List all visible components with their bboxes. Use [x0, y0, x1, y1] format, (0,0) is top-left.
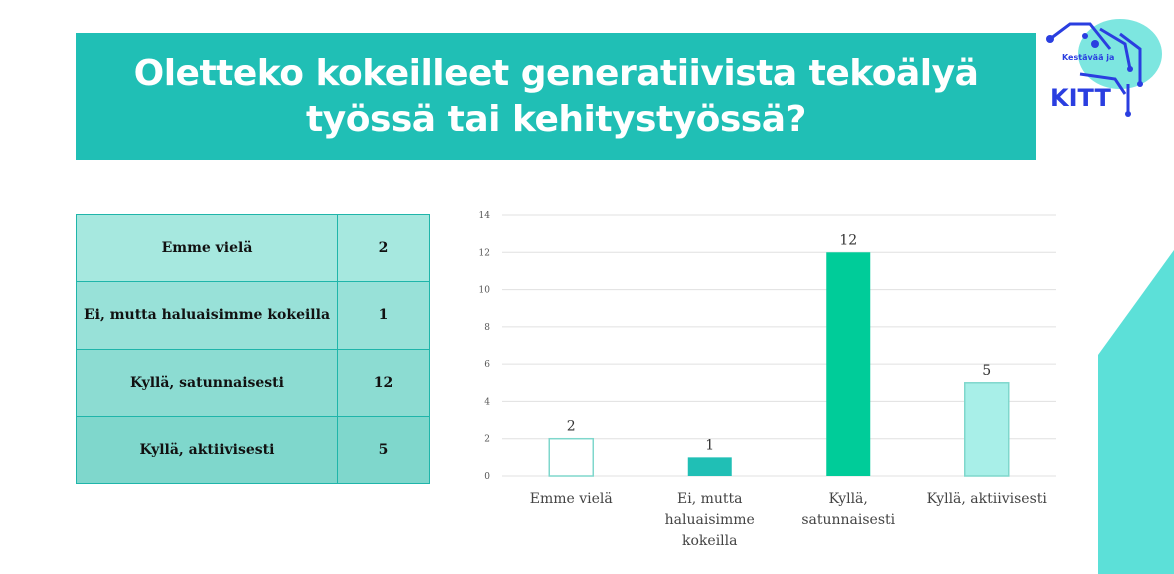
data-label: 12	[839, 232, 857, 248]
y-tick-label: 0	[484, 472, 490, 482]
bar	[548, 437, 594, 477]
y-tick-label: 10	[479, 286, 491, 296]
table-row: Ei, mutta haluaisimme kokeilla 1	[76, 281, 430, 350]
data-label: 2	[567, 419, 576, 435]
data-label: 5	[982, 363, 991, 379]
y-tick-label: 12	[479, 248, 490, 258]
title-line-2: työssä tai kehitystyössä?	[306, 98, 806, 140]
svg-text:Kestävää ja: Kestävää ja	[1062, 53, 1114, 62]
title-line-1: Oletteko kokeilleet generatiivista tekoä…	[133, 52, 979, 94]
row-value: 2	[337, 213, 430, 283]
x-tick-label: Ei, mutta	[677, 491, 743, 507]
x-tick-label: Kyllä,	[829, 491, 868, 507]
title-banner: Oletteko kokeilleet generatiivista tekoä…	[76, 33, 1036, 160]
svg-text:KITT: KITT	[1050, 84, 1111, 112]
row-value: 1	[337, 281, 430, 350]
kitt-logo: Kestävää ja KITT	[1046, 19, 1162, 117]
y-tick-label: 6	[484, 360, 490, 370]
y-tick-label: 4	[484, 397, 490, 407]
y-tick-label: 14	[479, 211, 491, 221]
y-tick-label: 8	[484, 323, 490, 333]
bar	[964, 382, 1010, 477]
row-label: Ei, mutta haluaisimme kokeilla	[76, 281, 338, 350]
bar	[687, 457, 732, 476]
row-value: 5	[337, 415, 430, 485]
x-tick-label: Kyllä, aktiivisesti	[927, 491, 1048, 507]
page-title: Oletteko kokeilleet generatiivista tekoä…	[134, 51, 979, 143]
x-tick-label: kokeilla	[682, 533, 737, 549]
x-tick-label: Emme vielä	[530, 491, 613, 507]
results-table: Emme vielä 2 Ei, mutta haluaisimme kokeill…	[76, 213, 430, 485]
bar	[826, 252, 871, 476]
table-row: Kyllä, aktiivisesti 5	[76, 415, 430, 485]
row-value: 12	[337, 348, 430, 417]
table-row: Emme vielä 2	[76, 213, 430, 283]
row-label: Kyllä, satunnaisesti	[76, 348, 338, 417]
y-tick-label: 2	[484, 435, 490, 445]
x-tick-label: satunnaisesti	[801, 512, 895, 528]
row-label: Kyllä, aktiivisesti	[76, 415, 338, 485]
row-label: Emme vielä	[76, 213, 338, 283]
x-tick-label: haluaisimme	[665, 512, 755, 528]
table-row: Kyllä, satunnaisesti 12	[76, 348, 430, 417]
data-label: 1	[705, 437, 714, 453]
